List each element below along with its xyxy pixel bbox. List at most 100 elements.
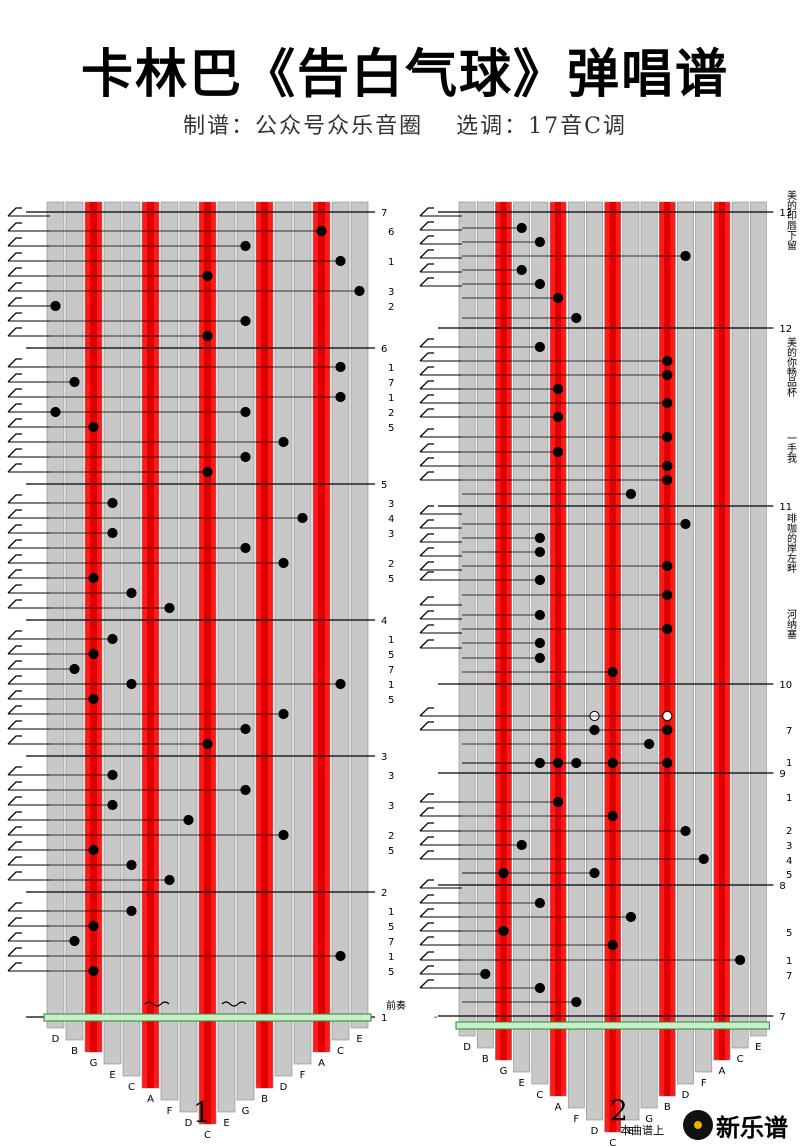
lyric-number: 1 bbox=[786, 758, 792, 769]
kalimba-tine bbox=[476, 201, 494, 1049]
note-dot bbox=[69, 663, 80, 675]
lyric-number: 4 bbox=[388, 514, 394, 525]
rhythm-flag bbox=[419, 221, 434, 231]
rhythm-flag bbox=[7, 932, 22, 942]
note-dot bbox=[662, 724, 673, 736]
kalimba-tine bbox=[677, 201, 694, 1085]
rhythm-flag bbox=[419, 263, 434, 273]
key-label: E bbox=[356, 1034, 362, 1045]
lyric-number: 1 bbox=[388, 363, 394, 374]
kalimba-tine bbox=[236, 201, 255, 1101]
note-dot bbox=[335, 950, 346, 962]
note-dot bbox=[240, 542, 251, 554]
rhythm-flag bbox=[419, 908, 434, 918]
rhythm-flag bbox=[419, 836, 434, 846]
note-dot bbox=[202, 466, 213, 478]
rhythm-flag bbox=[7, 207, 22, 217]
note-dot bbox=[534, 982, 546, 994]
note-dot bbox=[335, 391, 346, 403]
key-label: F bbox=[167, 1106, 173, 1117]
brand-logo: 新乐谱 bbox=[716, 1114, 788, 1142]
measure-number: 2 bbox=[381, 888, 387, 899]
note-dot bbox=[534, 546, 546, 558]
rhythm-flag bbox=[419, 822, 434, 832]
rhythm-flag bbox=[419, 571, 434, 581]
key-label: C bbox=[609, 1138, 616, 1146]
note-dot bbox=[88, 844, 99, 856]
note-dot bbox=[662, 369, 673, 381]
lyric-number: 7 bbox=[388, 665, 394, 676]
rhythm-flag bbox=[419, 807, 434, 817]
note-dot bbox=[297, 512, 308, 524]
rhythm-flag bbox=[419, 721, 434, 731]
lyric-number: 1 bbox=[388, 257, 394, 268]
rhythm-flag bbox=[7, 494, 22, 504]
note-dot bbox=[107, 497, 118, 509]
kalimba-tine-red-core bbox=[90, 202, 97, 1052]
lyric-number: 5 bbox=[388, 650, 394, 661]
rhythm-flag bbox=[419, 471, 434, 481]
kalimba-tine-red-core bbox=[664, 202, 671, 1096]
lyric-number: 2 bbox=[388, 831, 394, 842]
rhythm-flag bbox=[7, 267, 22, 277]
rhythm-flag bbox=[419, 380, 434, 390]
key-label: G bbox=[500, 1066, 508, 1077]
lyric-number: 7 bbox=[786, 726, 792, 737]
key-label: F bbox=[300, 1070, 306, 1081]
note-dot bbox=[553, 411, 564, 423]
kalimba-tine bbox=[293, 201, 312, 1065]
note-dot bbox=[662, 560, 673, 572]
measure-number: 8 bbox=[779, 881, 785, 892]
kalimba-tine bbox=[749, 201, 767, 1037]
note-dot bbox=[534, 236, 546, 248]
rhythm-flag bbox=[419, 596, 434, 606]
note-dot bbox=[164, 874, 175, 886]
lyric-number: 1 bbox=[388, 680, 394, 691]
kalimba-tine-red-core bbox=[261, 202, 268, 1088]
lyric-number: 5 bbox=[388, 922, 394, 933]
kalimba-tine bbox=[622, 201, 640, 1121]
note-dot bbox=[278, 829, 289, 841]
measure-number: 5 bbox=[381, 480, 387, 491]
rhythm-flag bbox=[419, 894, 434, 904]
rhythm-flag bbox=[7, 856, 22, 866]
note-dot bbox=[480, 968, 491, 980]
note-dot bbox=[516, 222, 527, 234]
note-dot bbox=[107, 633, 118, 645]
measure-number: 6 bbox=[381, 344, 387, 355]
lyric-number: 3 bbox=[388, 287, 394, 298]
note-dot bbox=[553, 292, 564, 304]
key-label: E bbox=[109, 1070, 115, 1081]
rhythm-flag bbox=[7, 463, 22, 473]
note-dot bbox=[240, 784, 251, 796]
note-dot bbox=[534, 897, 546, 909]
page-number-1: 1 bbox=[193, 1096, 211, 1129]
brand-caption: 本曲谱上 bbox=[620, 1124, 664, 1137]
rhythm-flag bbox=[7, 539, 22, 549]
lyric-number: 3 bbox=[388, 529, 394, 540]
rhythm-flag bbox=[419, 793, 434, 803]
kalimba-tine bbox=[331, 201, 350, 1041]
note-dot bbox=[354, 285, 365, 297]
page-subtitle: 制谱：公众号众乐音圈 选调：17音C调 bbox=[183, 114, 627, 139]
lyric-number: 7 bbox=[388, 937, 394, 948]
rhythm-flag bbox=[7, 660, 22, 670]
note-dot bbox=[335, 255, 346, 267]
lyric-number: 1 bbox=[388, 393, 394, 404]
lyric-number: 2 bbox=[388, 302, 394, 313]
note-dot bbox=[240, 723, 251, 735]
rhythm-flag bbox=[419, 338, 434, 348]
note-dot bbox=[534, 278, 546, 290]
rhythm-flag bbox=[7, 584, 22, 594]
rhythm-flag bbox=[419, 366, 434, 376]
rhythm-flag bbox=[419, 624, 434, 634]
note-dot bbox=[126, 859, 137, 871]
rhythm-flag bbox=[7, 388, 22, 398]
rhythm-flag bbox=[7, 569, 22, 579]
lyric-number: 5 bbox=[388, 695, 394, 706]
note-dot bbox=[698, 853, 709, 865]
rhythm-flag bbox=[7, 252, 22, 262]
rhythm-flag bbox=[7, 781, 22, 791]
rhythm-flag bbox=[7, 947, 22, 957]
note-dot bbox=[183, 814, 194, 826]
